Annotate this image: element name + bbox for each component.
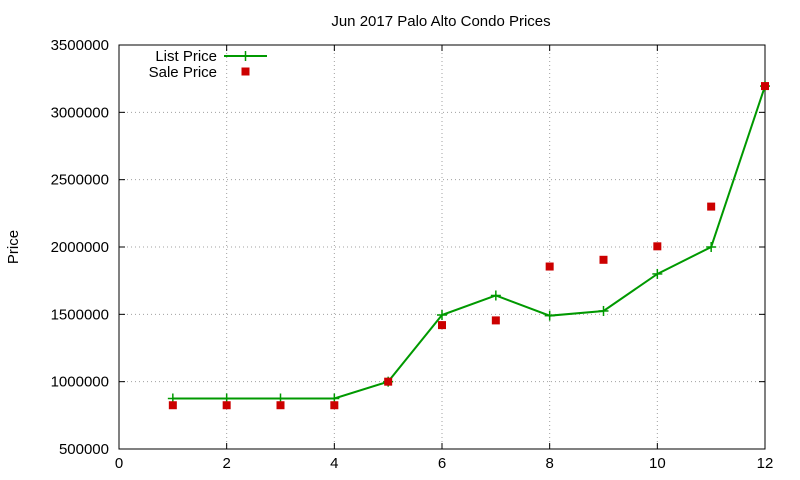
y-tick-label: 3500000 xyxy=(51,37,109,54)
legend-label-sale-price: Sale Price xyxy=(149,64,217,81)
x-tick-label: 6 xyxy=(438,455,446,472)
sale-price-point xyxy=(761,82,769,91)
legend-label-list-price: List Price xyxy=(155,48,217,65)
sale-price-point xyxy=(491,316,500,325)
x-tick-label: 4 xyxy=(330,455,338,472)
list-price-line xyxy=(172,85,766,400)
sale-price-point xyxy=(599,255,608,264)
sale-price-point xyxy=(707,202,716,211)
legend-marker-sale-price xyxy=(241,67,250,76)
y-tick-label: 1000000 xyxy=(51,374,109,391)
sale-price-point xyxy=(438,321,446,330)
axis-ticks: 0 2 4 6 8 10 12 500000 1000000 1500000 2000000 2500… xyxy=(51,37,774,472)
x-tick-label: 10 xyxy=(649,455,666,472)
grid-lines xyxy=(119,45,765,449)
y-tick-label: 1500000 xyxy=(51,306,109,323)
x-tick-label: 8 xyxy=(545,455,553,472)
x-tick-label: 0 xyxy=(115,455,123,472)
sale-price-point xyxy=(168,401,177,410)
legend: List Price Sale Price xyxy=(149,48,267,81)
list-price-point xyxy=(652,268,663,279)
y-axis-label: Price xyxy=(5,230,22,264)
sale-price-point xyxy=(545,262,554,271)
list-price-point xyxy=(598,305,609,316)
x-tick-label: 2 xyxy=(222,455,230,472)
sale-price-point xyxy=(384,377,393,386)
x-tick-label: 12 xyxy=(757,455,774,472)
list-price-point xyxy=(544,310,555,321)
list-price-point xyxy=(490,290,501,301)
y-tick-label: 500000 xyxy=(59,441,109,458)
series-layer xyxy=(167,81,770,410)
list-price-point xyxy=(706,242,717,252)
sale-price-point xyxy=(653,242,662,251)
list-price-point xyxy=(437,310,447,321)
sale-price-point xyxy=(276,401,285,410)
y-tick-label: 3000000 xyxy=(51,104,109,121)
sale-price-point xyxy=(222,401,231,410)
chart-title: Jun 2017 Palo Alto Condo Prices xyxy=(331,13,550,30)
sale-price-point xyxy=(330,401,339,410)
y-tick-label: 2500000 xyxy=(51,172,109,189)
y-tick-label: 2000000 xyxy=(51,239,109,256)
